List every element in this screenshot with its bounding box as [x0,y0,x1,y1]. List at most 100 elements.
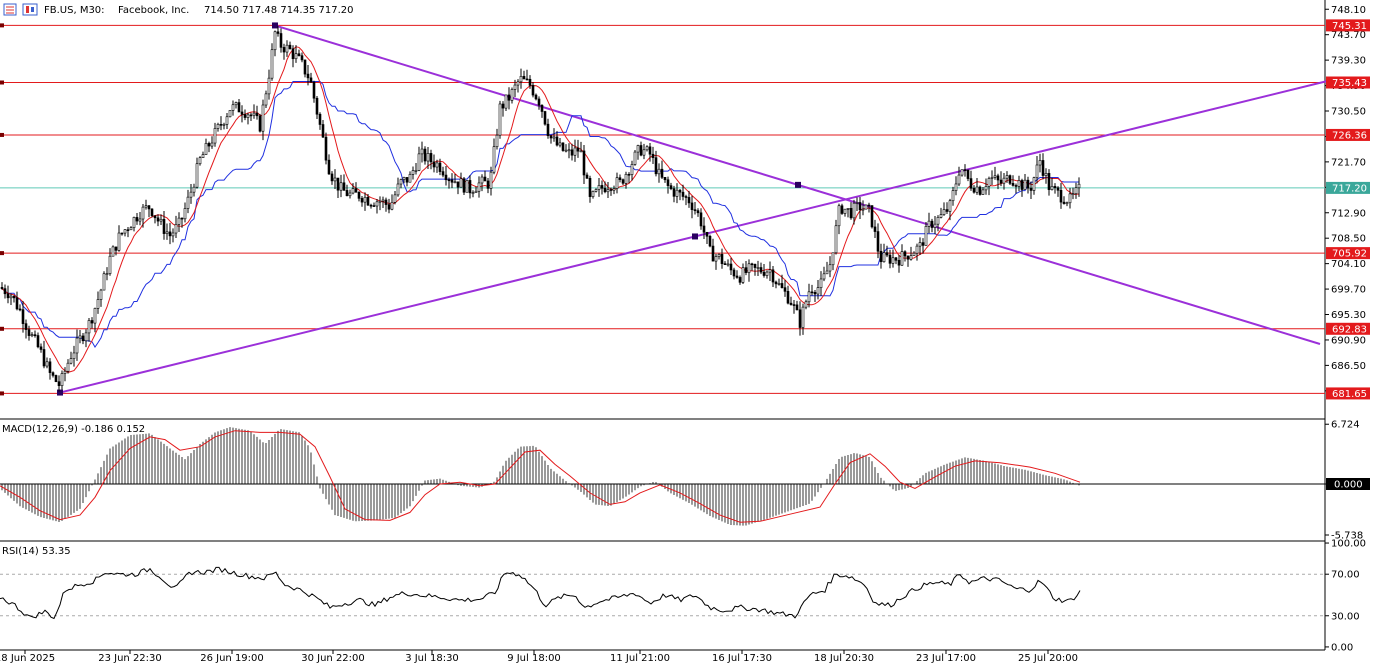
candle[interactable] [651,146,655,165]
candle-icon[interactable] [22,3,38,16]
candle[interactable] [996,173,1000,190]
candle[interactable] [348,189,352,199]
candle[interactable] [318,112,322,130]
candle[interactable] [765,270,769,279]
candle[interactable] [933,216,937,235]
candle[interactable] [390,194,394,211]
candle[interactable] [687,190,691,208]
candle[interactable] [42,340,46,369]
candle[interactable] [501,101,505,117]
candle[interactable] [357,191,361,202]
candle[interactable] [465,180,469,193]
candle[interactable] [153,215,157,224]
candle[interactable] [384,197,388,212]
price-pane[interactable]: 748.10743.70739.30734.90730.50726.10721.… [0,0,1370,650]
candle[interactable] [138,212,142,226]
candle[interactable] [834,219,838,255]
candle[interactable] [1029,181,1033,200]
candle[interactable] [921,238,925,254]
candle[interactable] [909,246,913,261]
candle[interactable] [156,214,160,227]
candle[interactable] [1050,177,1054,191]
candle[interactable] [315,95,319,120]
candle[interactable] [840,203,844,215]
candle[interactable] [519,68,523,89]
candle[interactable] [816,280,820,300]
candle[interactable] [231,100,235,116]
candle[interactable] [198,156,202,166]
candle[interactable] [600,180,604,195]
candle[interactable] [507,87,511,110]
candle[interactable] [87,318,91,342]
candle[interactable] [960,169,964,177]
candle[interactable] [879,243,883,269]
candle[interactable] [1053,183,1057,194]
candle[interactable] [924,222,928,246]
candle[interactable] [792,300,796,314]
candle[interactable] [159,214,163,226]
candle[interactable] [162,210,166,240]
candle[interactable] [681,184,685,201]
candle[interactable] [165,223,169,240]
candle[interactable] [930,218,934,233]
candle[interactable] [1059,182,1063,209]
candle[interactable] [570,143,574,161]
candle[interactable] [474,186,478,193]
candle[interactable] [804,299,808,310]
candle[interactable] [285,40,289,57]
candle[interactable] [867,202,871,213]
candle[interactable] [585,172,589,179]
candle[interactable] [1041,153,1045,180]
candle[interactable] [3,284,7,299]
candle[interactable] [675,183,679,204]
candle[interactable] [129,226,133,231]
candle[interactable] [354,182,358,193]
candle[interactable] [831,252,835,271]
candle[interactable] [387,198,391,214]
candle[interactable] [969,170,973,191]
candle[interactable] [375,198,379,214]
candle[interactable] [846,207,850,218]
candle[interactable] [342,174,346,191]
candle[interactable] [666,176,670,194]
candle[interactable] [222,122,226,130]
candle[interactable] [180,217,184,228]
candle[interactable] [300,52,304,63]
candle[interactable] [144,199,148,210]
candle[interactable] [393,191,397,205]
candle[interactable] [714,253,718,270]
candle[interactable] [678,188,682,201]
candle[interactable] [642,143,646,160]
candle[interactable] [114,246,118,256]
candle[interactable] [981,186,985,196]
candle[interactable] [99,288,103,307]
candle[interactable] [648,142,652,162]
candle[interactable] [123,229,127,237]
candle[interactable] [735,270,739,279]
candle[interactable] [270,43,274,81]
level-anchor[interactable] [0,23,4,28]
candle[interactable] [786,285,790,305]
candle[interactable] [822,266,826,282]
candle[interactable] [828,256,832,278]
candle[interactable] [543,110,547,126]
candle[interactable] [345,184,349,197]
candle[interactable] [522,70,526,80]
candle[interactable] [324,132,328,165]
candle[interactable] [204,138,208,155]
candle[interactable] [243,109,247,121]
candle[interactable] [531,82,535,98]
trendline-handle[interactable] [272,22,278,29]
candle[interactable] [288,41,292,50]
candle[interactable] [741,263,745,284]
candle[interactable] [759,262,763,275]
candle[interactable] [381,196,385,209]
candle[interactable] [639,141,643,157]
candle[interactable] [801,303,805,335]
time-axis[interactable]: 18 Jun 2025 23 Jun 22:30 26 Jun 19:00 30 Ju… [0,650,1078,663]
candle[interactable] [423,146,427,165]
candle[interactable] [141,204,145,228]
candle[interactable] [174,215,178,239]
candle[interactable] [540,104,544,118]
candle[interactable] [117,225,121,252]
